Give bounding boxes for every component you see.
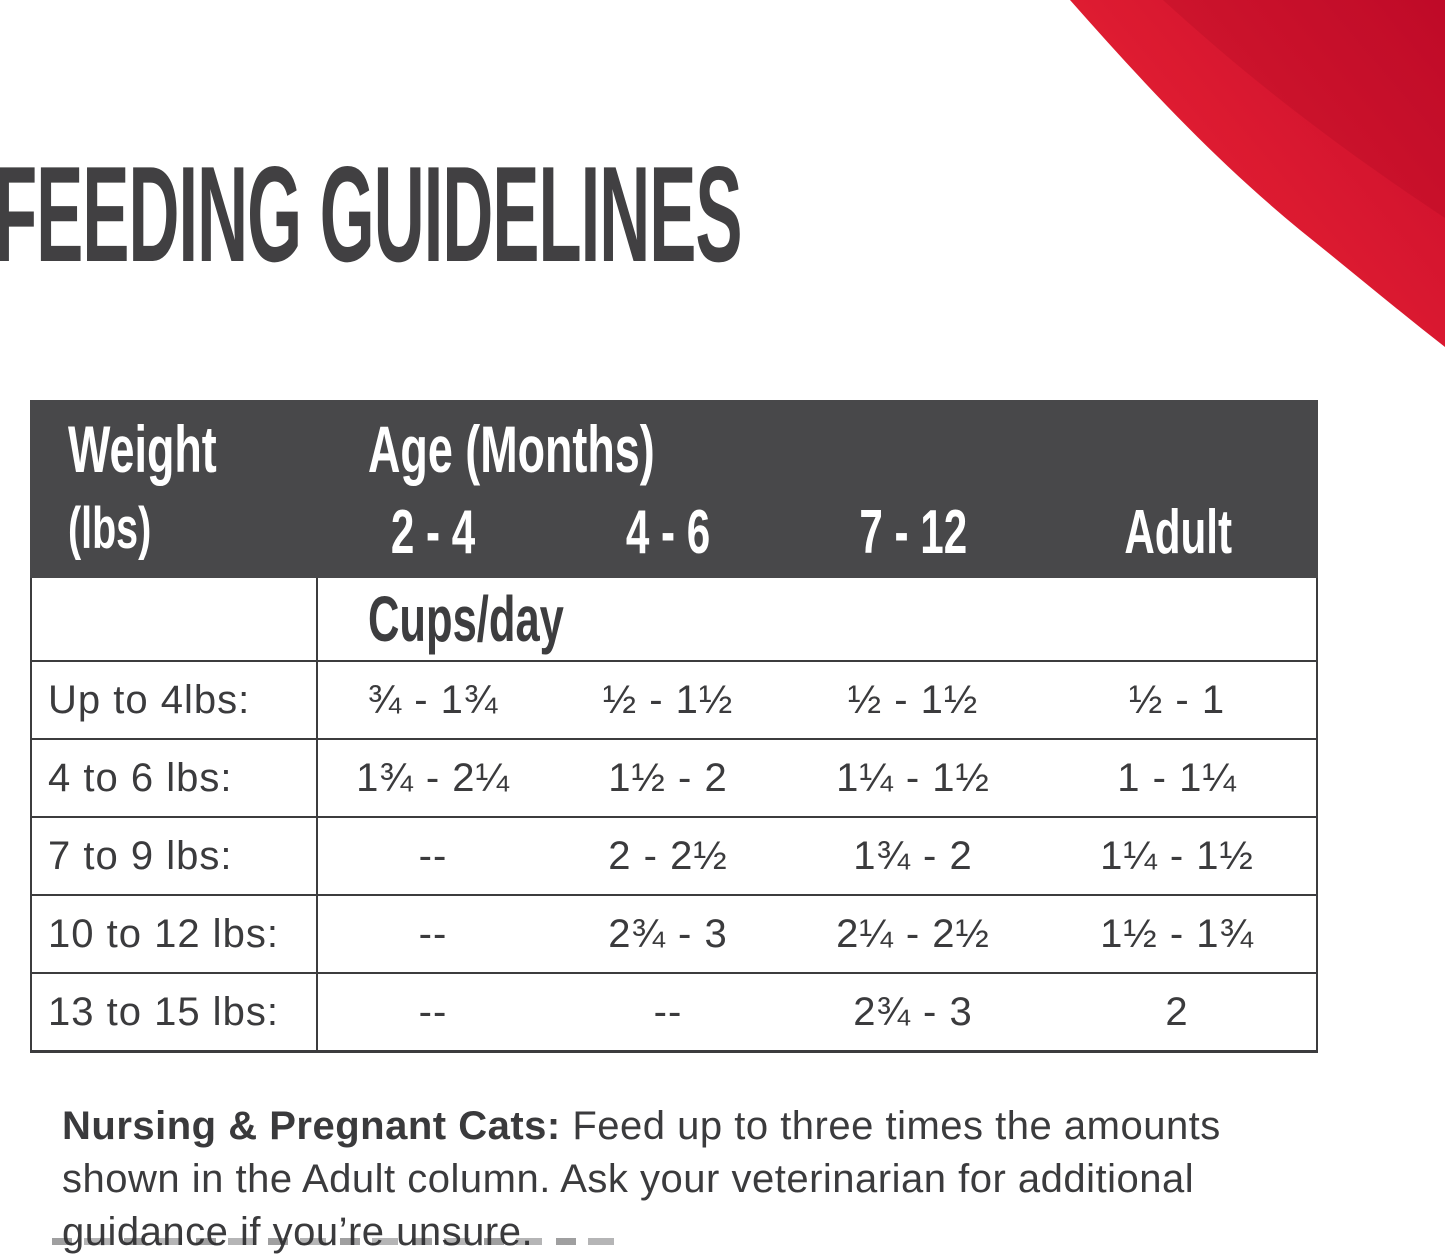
table-row: Up to 4lbs: ¾ - 1¾ ½ - 1½ ½ - 1½ ½ - 1 bbox=[32, 660, 1316, 738]
swoosh-main-shape bbox=[1070, 0, 1445, 347]
value-cell: 1¼ - 1½ bbox=[836, 755, 990, 800]
weight-column-header: Weight bbox=[68, 416, 287, 482]
swoosh-inner-shade bbox=[1163, 0, 1445, 218]
value-cell: 2 bbox=[1165, 989, 1189, 1034]
age-range-labels: 2 - 4 4 - 6 7 - 12 Adult bbox=[318, 502, 1318, 564]
weight-cell: 13 to 15 lbs: bbox=[32, 974, 318, 1050]
table-row: 4 to 6 lbs: 1¾ - 2¼ 1½ - 2 1¼ - 1½ 1 - 1… bbox=[32, 738, 1316, 816]
value-cell: -- bbox=[418, 989, 448, 1034]
units-row-empty-cell bbox=[32, 578, 318, 660]
weight-cell: Up to 4lbs: bbox=[32, 662, 318, 738]
value-cell: 1¼ - 1½ bbox=[1100, 833, 1254, 878]
value-cell: -- bbox=[653, 989, 683, 1034]
footnote-line-2: shown in the Adult column. Ask your vete… bbox=[62, 1157, 1195, 1201]
table-header: Weight (lbs) Age (Months) 2 - 4 4 - 6 7 … bbox=[30, 400, 1318, 578]
cups-per-day-label: Cups/day bbox=[368, 583, 564, 655]
weight-cell: 7 to 9 lbs: bbox=[32, 818, 318, 894]
value-cell: 2¾ - 3 bbox=[608, 911, 728, 956]
table-body: Cups/day Up to 4lbs: ¾ - 1¾ ½ - 1½ ½ - 1… bbox=[30, 578, 1318, 1053]
value-cell: ½ - 1 bbox=[1128, 677, 1226, 722]
feeding-guidelines-table: Weight (lbs) Age (Months) 2 - 4 4 - 6 7 … bbox=[30, 400, 1318, 1053]
age-column-2-4: 2 - 4 bbox=[390, 498, 476, 567]
footnote-line-3: guidance if you’re unsure. bbox=[62, 1210, 534, 1254]
page-title: FEEDING GUIDELINES bbox=[0, 138, 743, 290]
value-cell: 1¾ - 2¼ bbox=[356, 755, 510, 800]
value-cell: 1½ - 2 bbox=[608, 755, 728, 800]
age-column-adult: Adult bbox=[1124, 498, 1232, 567]
cutoff-text-line bbox=[52, 1238, 627, 1245]
value-cell: -- bbox=[418, 911, 448, 956]
value-cell: 2 - 2½ bbox=[608, 833, 728, 878]
footnote-bold-prefix: Nursing & Pregnant Cats: bbox=[62, 1104, 561, 1148]
age-column-4-6: 4 - 6 bbox=[625, 498, 711, 567]
value-cell: -- bbox=[418, 833, 448, 878]
footnote: Nursing & Pregnant Cats: Feed up to thre… bbox=[62, 1100, 1422, 1259]
table-row: 7 to 9 lbs: -- 2 - 2½ 1¾ - 2 1¼ - 1½ bbox=[32, 816, 1316, 894]
table-row: 10 to 12 lbs: -- 2¾ - 3 2¼ - 2½ 1½ - 1¾ bbox=[32, 894, 1316, 972]
value-cell: 1 - 1¼ bbox=[1117, 755, 1237, 800]
value-cell: ¾ - 1¾ bbox=[367, 677, 499, 722]
value-cell: 1½ - 1¾ bbox=[1100, 911, 1254, 956]
weight-cell: 10 to 12 lbs: bbox=[32, 896, 318, 972]
footnote-line-1: Nursing & Pregnant Cats: Feed up to thre… bbox=[62, 1104, 1221, 1148]
weight-unit-label: (lbs) bbox=[68, 496, 152, 561]
value-cell: ½ - 1½ bbox=[602, 677, 734, 722]
value-cell: 2¼ - 2½ bbox=[836, 911, 990, 956]
units-row: Cups/day bbox=[32, 578, 1316, 660]
value-cell: 1¾ - 2 bbox=[853, 833, 973, 878]
weight-header-label: Weight bbox=[68, 412, 217, 486]
age-column-7-12: 7 - 12 bbox=[859, 498, 967, 567]
table-row: 13 to 15 lbs: -- -- 2¾ - 3 2 bbox=[32, 972, 1316, 1050]
weight-cell: 4 to 6 lbs: bbox=[32, 740, 318, 816]
value-cell: ½ - 1½ bbox=[847, 677, 979, 722]
age-months-header: Age (Months) bbox=[368, 412, 655, 486]
value-cell: 2¾ - 3 bbox=[853, 989, 973, 1034]
